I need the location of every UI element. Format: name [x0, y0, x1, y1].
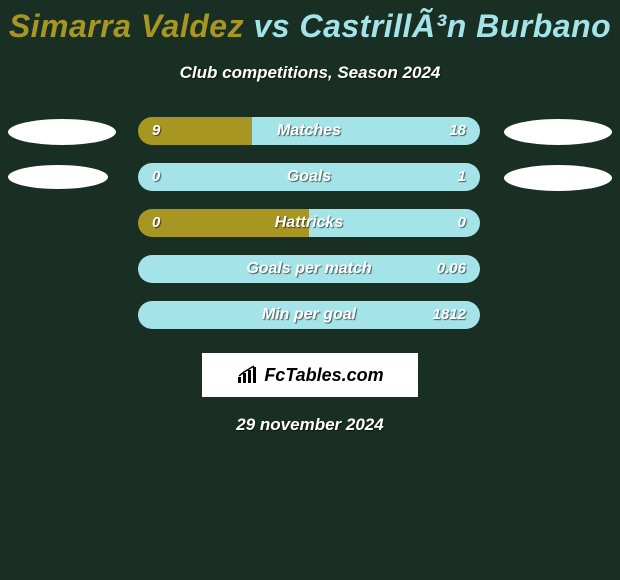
stat-label: Goals: [138, 163, 480, 191]
stat-bar: 01Goals: [138, 163, 480, 191]
chart-icon: [236, 365, 260, 385]
stat-row: 00Hattricks: [0, 209, 620, 255]
placeholder-ellipse: [8, 119, 116, 145]
stat-row: 01Goals: [0, 163, 620, 209]
stat-bar: 0.06Goals per match: [138, 255, 480, 283]
player2-name: CastrillÃ³n Burbano: [299, 8, 611, 44]
stat-label: Hattricks: [138, 209, 480, 237]
stat-bar: 1812Min per goal: [138, 301, 480, 329]
stat-label: Goals per match: [138, 255, 480, 283]
player1-name: Simarra Valdez: [9, 8, 244, 44]
stat-row: 0.06Goals per match: [0, 255, 620, 301]
placeholder-ellipse: [504, 165, 612, 191]
stat-bar: 00Hattricks: [138, 209, 480, 237]
stat-row: 918Matches: [0, 117, 620, 163]
branding-inner: FcTables.com: [236, 365, 383, 386]
subtitle: Club competitions, Season 2024: [0, 63, 620, 83]
branding-text: FcTables.com: [264, 365, 383, 386]
stat-label: Matches: [138, 117, 480, 145]
placeholder-ellipse: [504, 119, 612, 145]
stats-area: 918Matches 01Goals 00Hattricks 0.06Goals pe…: [0, 117, 620, 347]
stat-label: Min per goal: [138, 301, 480, 329]
date-text: 29 november 2024: [0, 415, 620, 435]
comparison-title: Simarra Valdez vs CastrillÃ³n Burbano: [0, 0, 620, 45]
placeholder-ellipse: [8, 165, 108, 189]
stat-row: 1812Min per goal: [0, 301, 620, 347]
branding-box: FcTables.com: [202, 353, 418, 397]
stat-bar: 918Matches: [138, 117, 480, 145]
vs-text: vs: [253, 8, 290, 44]
